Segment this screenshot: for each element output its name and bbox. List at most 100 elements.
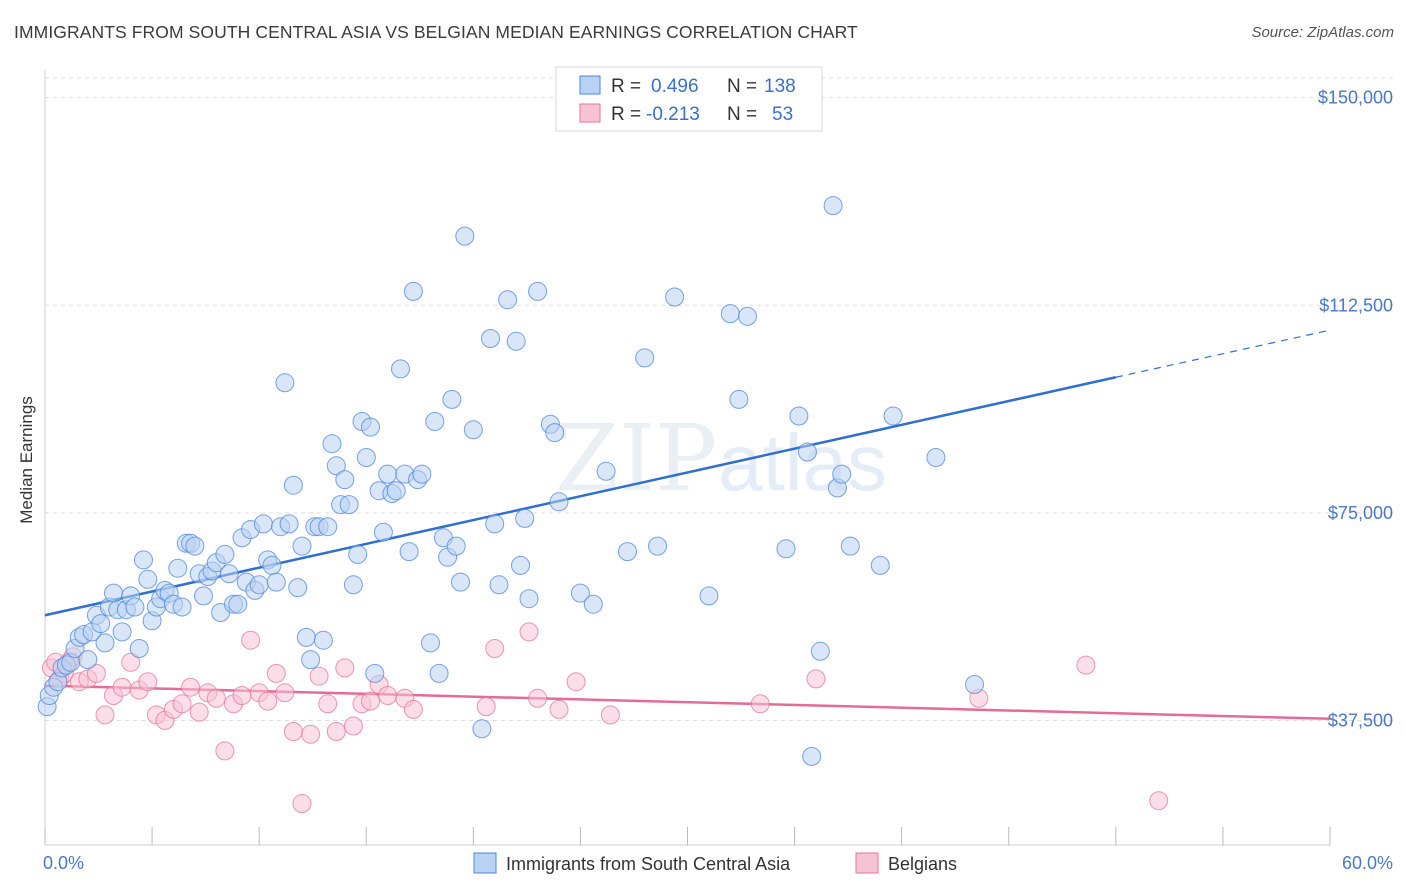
blue-point <box>78 650 98 670</box>
legend-r-value-pink: -0.213 <box>646 104 700 125</box>
watermark-atlas: atlas <box>718 418 887 507</box>
legend-n-value-pink: 53 <box>772 104 793 125</box>
legend-swatch-blue <box>579 75 601 95</box>
pink-point <box>318 694 338 714</box>
legend-r-label-blue: R = <box>611 76 641 97</box>
blue-point <box>926 448 946 467</box>
blue-point <box>451 572 470 592</box>
points-layer <box>37 196 1169 813</box>
pink-point <box>112 677 132 697</box>
legend: R = 0.496 N = 138 R = -0.213 N = 53 <box>555 66 823 132</box>
blue-point <box>326 456 346 476</box>
blue-point <box>528 281 548 301</box>
pink-point <box>476 697 496 717</box>
blue-point <box>275 373 295 393</box>
pink-point <box>750 694 770 714</box>
blue-point <box>883 406 903 426</box>
blue-point <box>446 536 466 556</box>
blue-point <box>720 304 740 324</box>
pink-point <box>301 724 321 744</box>
chart-title: IMMIGRANTS FROM SOUTH CENTRAL ASIA VS BE… <box>14 22 858 42</box>
blue-point <box>832 464 852 484</box>
pink-point <box>566 672 586 692</box>
x-tick-label-max: 60.0% <box>1342 853 1393 873</box>
blue-point <box>421 633 440 653</box>
pink-point <box>326 722 346 741</box>
blue-point <box>215 544 235 564</box>
blue-trend-extension <box>1115 329 1331 378</box>
blue-point <box>91 614 111 634</box>
blue-point <box>965 675 984 694</box>
pink-point <box>361 691 380 711</box>
blue-point <box>313 630 333 650</box>
blue-point <box>194 586 213 606</box>
y-tick-label: $37,500 <box>1328 710 1393 730</box>
pink-point <box>378 686 398 705</box>
pink-point <box>258 691 278 711</box>
watermark: ZIP atlas <box>555 405 887 512</box>
blue-point <box>412 464 432 484</box>
pink-point <box>283 722 303 741</box>
blue-point <box>138 569 158 589</box>
legend-n-label-pink: N = <box>727 104 757 125</box>
pink-point <box>549 699 569 719</box>
blue-point <box>515 508 535 528</box>
pink-point <box>241 630 261 650</box>
pink-point <box>292 794 312 813</box>
y-tick-label: $112,500 <box>1319 295 1393 315</box>
pink-point <box>266 663 286 683</box>
blue-point <box>403 281 423 301</box>
pink-point <box>1149 791 1169 811</box>
legend-swatch-pink <box>579 103 601 123</box>
blue-point <box>823 196 843 216</box>
blue-point <box>266 572 286 592</box>
blue-point <box>301 650 321 670</box>
blue-point <box>129 639 149 658</box>
pink-point <box>181 677 201 697</box>
pink-point <box>528 688 548 708</box>
blue-point <box>840 536 860 556</box>
bottom-legend-swatch-blue <box>473 852 497 874</box>
blue-point <box>185 536 205 556</box>
pink-point <box>343 716 363 736</box>
blue-point <box>253 514 273 534</box>
blue-point <box>399 542 419 562</box>
blue-point <box>134 550 153 570</box>
pink-point <box>189 702 209 722</box>
blue-point <box>425 412 445 431</box>
blue-point <box>365 663 385 683</box>
blue-point <box>279 514 299 534</box>
blue-point <box>343 575 363 595</box>
pink-point <box>309 666 329 686</box>
pink-point <box>121 652 141 672</box>
trend-layer <box>44 329 1331 721</box>
blue-point <box>549 492 569 512</box>
pink-point <box>86 663 106 683</box>
blue-point <box>665 287 685 307</box>
blue-point <box>335 470 355 490</box>
pink-point <box>519 622 539 642</box>
blue-point <box>870 555 890 575</box>
blue-point <box>738 306 757 326</box>
blue-point <box>348 544 368 564</box>
blue-point <box>95 633 115 653</box>
blue-point <box>485 514 505 534</box>
blue-point <box>776 539 796 559</box>
pink-point <box>806 669 826 689</box>
blue-point <box>506 331 526 351</box>
pink-point <box>206 688 226 708</box>
blue-point <box>472 719 492 739</box>
blue-point <box>489 575 509 595</box>
blue-point <box>228 594 248 614</box>
pink-point <box>275 683 295 703</box>
y-tick-label: $150,000 <box>1318 88 1393 108</box>
legend-r-value-blue: 0.496 <box>651 76 699 97</box>
legend-n-label-blue: N = <box>727 76 757 97</box>
blue-point <box>296 627 316 647</box>
blue-point <box>322 434 342 454</box>
pink-point <box>335 658 355 678</box>
ticks-layer: $37,500 $75,000 $112,500 $150,000 0.0% 60.0% <box>43 88 1393 873</box>
blue-point <box>292 536 312 556</box>
y-tick-label: $75,000 <box>1328 503 1393 523</box>
blue-point <box>288 578 308 598</box>
